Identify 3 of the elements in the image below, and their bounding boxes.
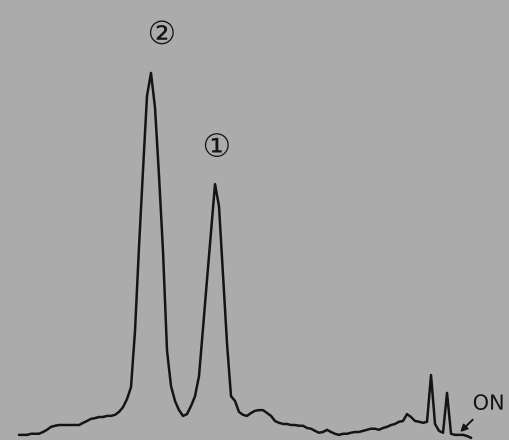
text: ② — [150, 20, 174, 44]
text: ON — [474, 394, 503, 410]
annotation: ① — [204, 133, 229, 157]
